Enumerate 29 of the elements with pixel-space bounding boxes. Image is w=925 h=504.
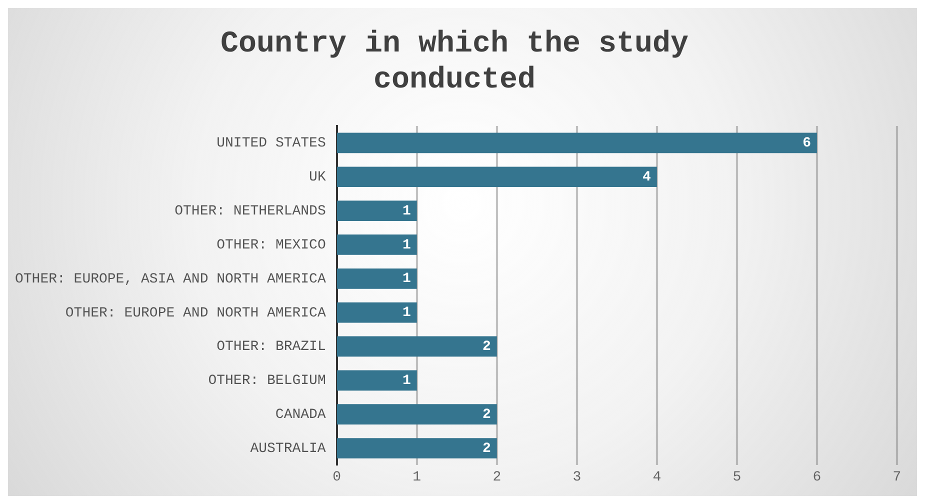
y-tick-label: OTHER: MEXICO — [216, 237, 326, 254]
y-tick-label: OTHER: EUROPE, ASIA AND NORTH AMERICA — [14, 271, 326, 288]
data-label: 2 — [482, 406, 491, 423]
data-label: 2 — [482, 440, 491, 457]
data-label: 6 — [802, 135, 811, 152]
data-label: 1 — [402, 305, 411, 322]
y-tick-label: OTHER: BRAZIL — [216, 339, 326, 356]
x-tick-label: 5 — [732, 469, 742, 486]
data-label: 1 — [402, 237, 411, 254]
y-tick-label: OTHER: NETHERLANDS — [174, 204, 326, 220]
x-tick-label: 0 — [332, 469, 342, 486]
data-label: 4 — [642, 169, 651, 186]
x-tick-label: 4 — [652, 469, 662, 486]
data-label: 2 — [482, 339, 491, 356]
data-label: 1 — [402, 271, 411, 288]
x-tick-label: 7 — [892, 469, 902, 486]
y-tick-label: OTHER: BELGIUM — [208, 373, 326, 390]
data-label: 1 — [402, 372, 411, 389]
data-label: 1 — [402, 203, 411, 220]
y-tick-label: UNITED STATES — [216, 136, 326, 152]
y-tick-label: UK — [309, 170, 326, 186]
x-tick-label: 1 — [412, 469, 422, 486]
y-tick-label: OTHER: EUROPE AND NORTH AMERICA — [65, 305, 326, 322]
y-tick-label: CANADA — [275, 407, 326, 424]
x-tick-label: 3 — [572, 469, 582, 486]
y-tick-label: AUSTRALIA — [250, 440, 326, 457]
x-tick-label: 6 — [812, 469, 822, 486]
chart-title: Country in which the study conducted — [220, 28, 689, 98]
x-tick-label: 2 — [492, 469, 502, 486]
